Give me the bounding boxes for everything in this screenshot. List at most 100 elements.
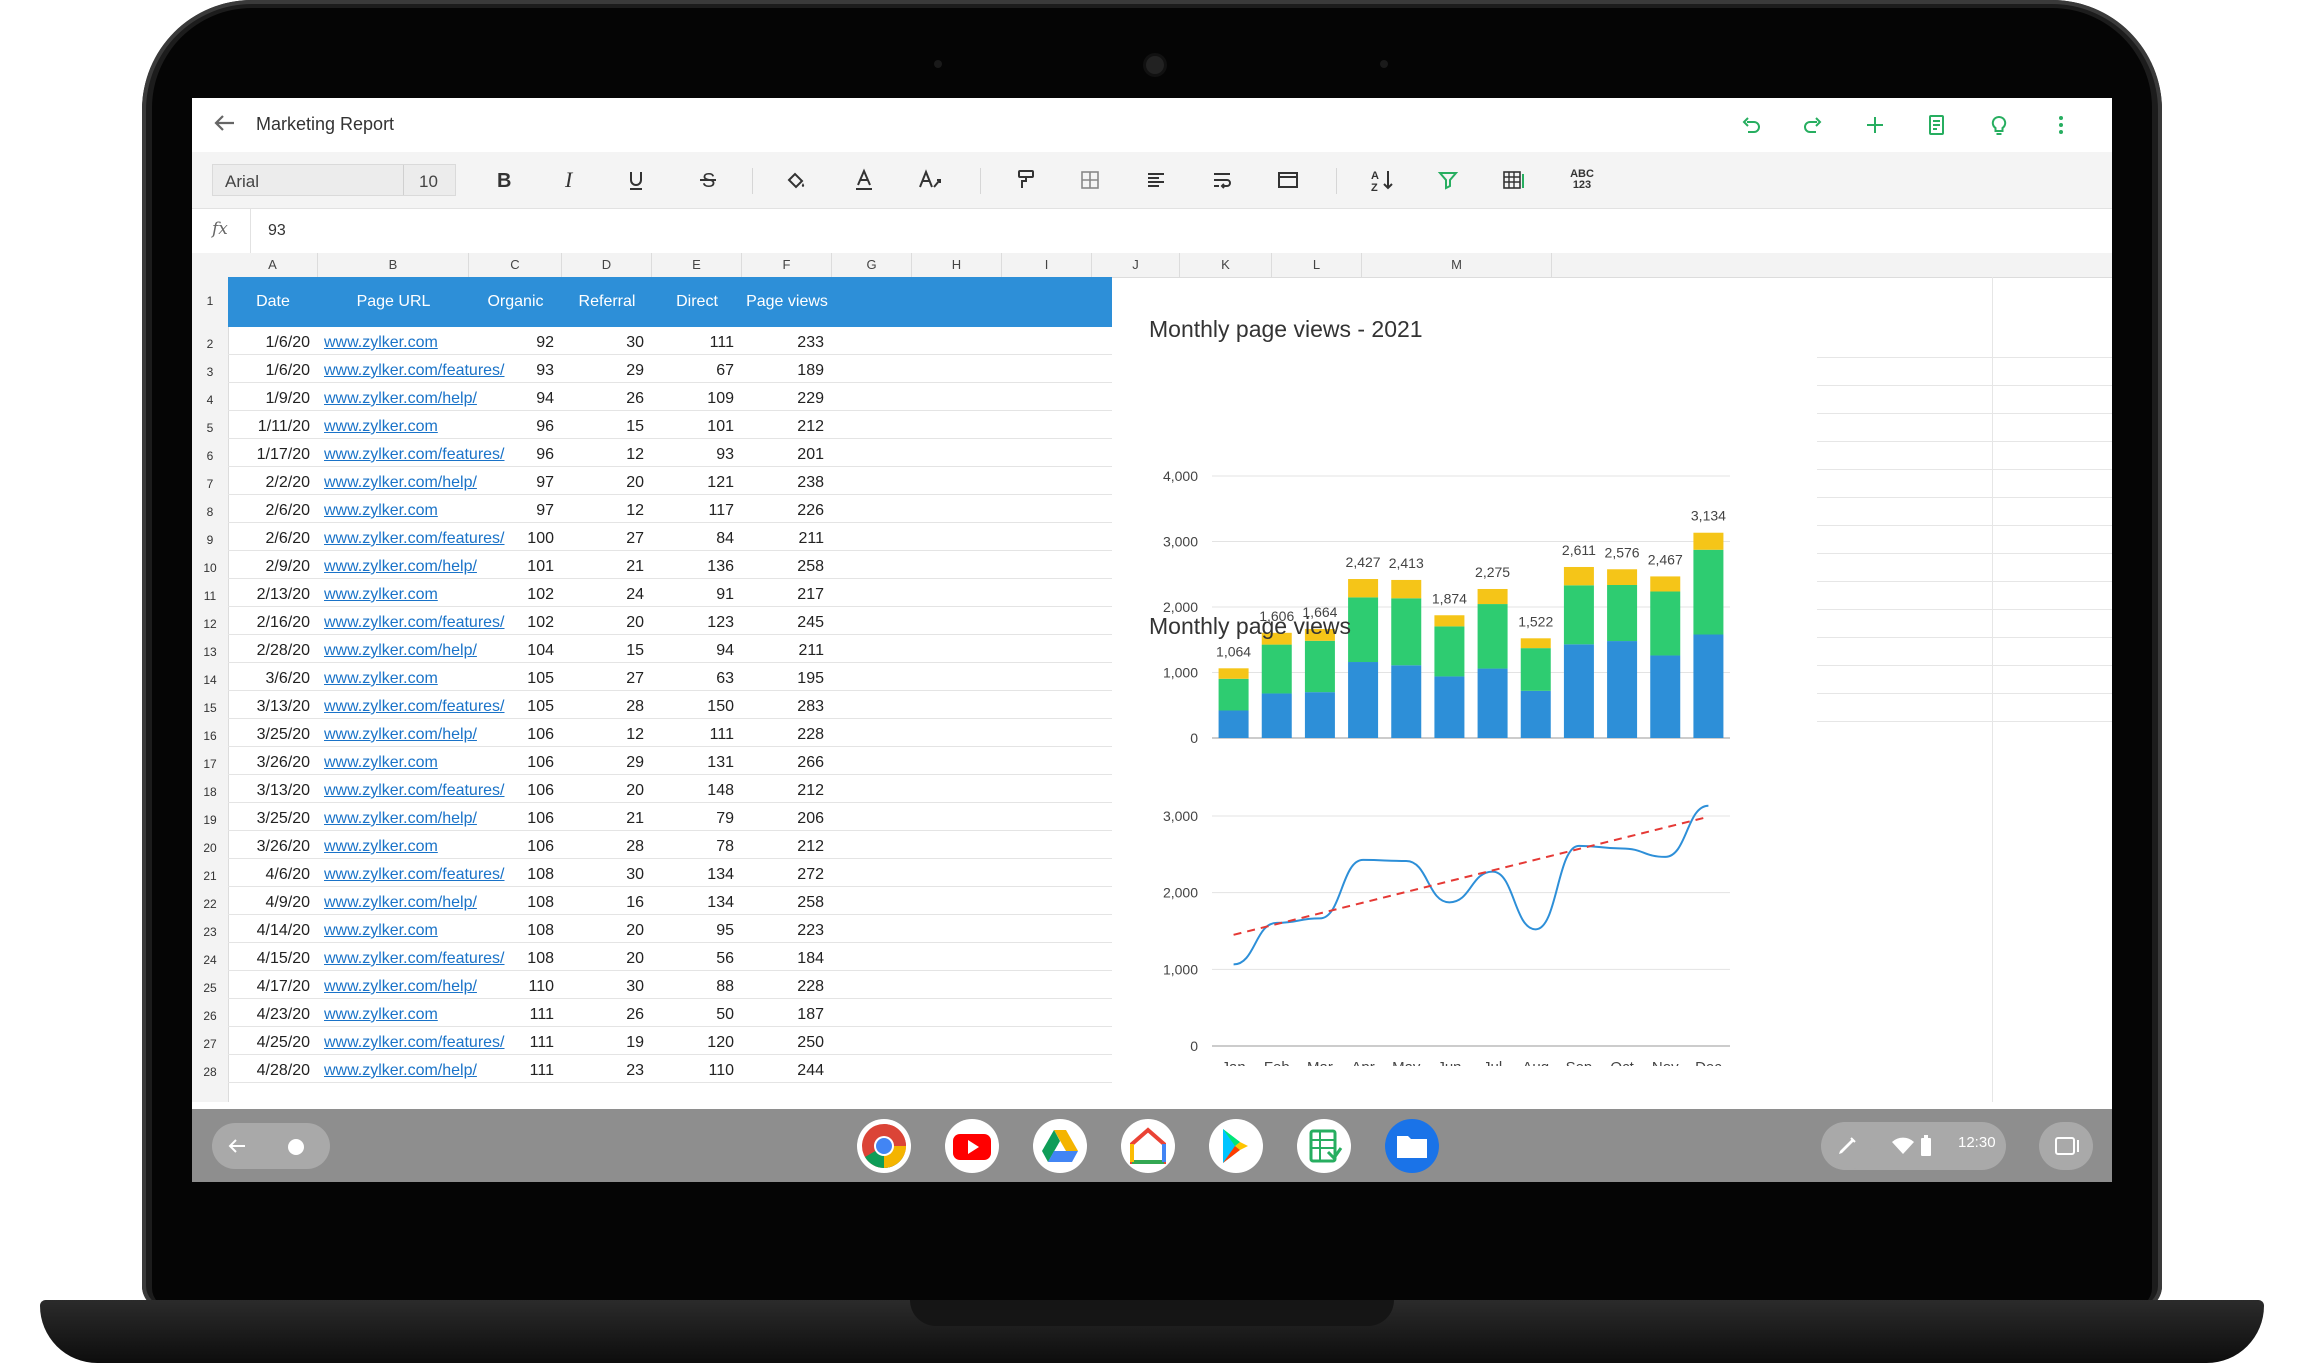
google-home-icon[interactable]	[1121, 1119, 1175, 1173]
table-row[interactable]: 1/17/20 www.zylker.com/features/96 12 93 201	[228, 439, 1112, 467]
table-cell[interactable]: 24	[626, 586, 644, 603]
shelf-back-icon[interactable]	[226, 1135, 248, 1157]
url-link[interactable]: www.zylker.com	[324, 922, 438, 939]
table-cell[interactable]: 78	[716, 838, 734, 855]
table-row[interactable]: 3/6/20 www.zylker.com 105 27 63 195	[228, 663, 1112, 691]
table-cell[interactable]: 211	[798, 530, 824, 547]
table-cell[interactable]: 106	[527, 810, 554, 827]
table-cell[interactable]: 134	[707, 866, 734, 883]
row-number[interactable]: 3	[206, 365, 214, 379]
bar-segment-referral[interactable]	[1520, 638, 1551, 649]
bar-segment-direct[interactable]	[1520, 648, 1551, 691]
bar-segment-organic[interactable]	[1391, 665, 1422, 738]
table-cell[interactable]: 12	[626, 446, 644, 463]
table-row[interactable]: 2/6/20 www.zylker.com 97 12 117 226	[228, 495, 1112, 523]
url-link[interactable]: www.zylker.com/features/	[324, 866, 505, 883]
table-icon[interactable]	[1494, 164, 1534, 196]
table-row[interactable]: 2/28/20 www.zylker.com/help/104 15 94 211	[228, 635, 1112, 663]
table-cell[interactable]: 21	[626, 558, 644, 575]
table-cell[interactable]: 3/13/20	[256, 698, 310, 715]
table-cell[interactable]: 217	[797, 586, 824, 603]
table-cell[interactable]: 206	[797, 810, 824, 827]
bar-segment-direct[interactable]	[1650, 591, 1681, 656]
table-cell[interactable]: 4/23/20	[256, 1006, 310, 1023]
bold-icon[interactable]: B	[484, 164, 524, 196]
url-link[interactable]: www.zylker.com/help/	[324, 726, 477, 743]
table-cell[interactable]: 79	[716, 810, 734, 827]
url-link[interactable]: www.zylker.com	[324, 670, 438, 687]
url-link[interactable]: www.zylker.com/features/	[324, 1034, 505, 1051]
strikethrough-icon[interactable]: S	[688, 164, 728, 196]
table-cell[interactable]: 228	[797, 726, 824, 743]
table-cell[interactable]: 56	[716, 950, 734, 967]
column-header-a[interactable]: A	[228, 253, 318, 277]
series-line[interactable]	[1233, 804, 1709, 966]
table-row[interactable]: 3/26/20 www.zylker.com 106 29 131 266	[228, 747, 1112, 775]
table-cell[interactable]: 26	[626, 390, 644, 407]
table-row[interactable]: 2/9/20 www.zylker.com/help/101 21 136 258	[228, 551, 1112, 579]
column-header-e[interactable]: E	[652, 253, 742, 277]
url-link[interactable]: www.zylker.com/features/	[324, 362, 505, 379]
header-cell[interactable]: Page URL	[356, 293, 431, 310]
table-cell[interactable]: 15	[626, 642, 644, 659]
table-cell[interactable]: 104	[527, 642, 554, 659]
row-number[interactable]: 1	[206, 294, 214, 308]
stacked-bar-chart[interactable]: 01,0002,0003,0004,0001,064Jan1,606Feb1,6…	[1132, 348, 1752, 748]
line-chart[interactable]: 0 1,000 2,000 3,000 Jan Feb Mar Apr May Jun Jul Aug…	[1132, 646, 1752, 1066]
play-store-icon[interactable]	[1209, 1119, 1263, 1173]
table-cell[interactable]: 272	[797, 866, 824, 883]
table-cell[interactable]: 111	[529, 1006, 554, 1023]
table-cell[interactable]: 2/6/20	[265, 530, 310, 547]
table-row[interactable]: 2/2/20 www.zylker.com/help/97 20 121 238	[228, 467, 1112, 495]
table-cell[interactable]: 109	[707, 390, 734, 407]
table-cell[interactable]: 92	[536, 334, 554, 351]
row-number[interactable]: 15	[203, 701, 217, 715]
table-cell[interactable]: 3/6/20	[265, 670, 310, 687]
table-row[interactable]: 4/28/20 www.zylker.com/help/111 23 110 244	[228, 1055, 1112, 1083]
url-link[interactable]: www.zylker.com	[324, 586, 438, 603]
column-header-l[interactable]: L	[1272, 253, 1362, 277]
bar-segment-organic[interactable]	[1650, 655, 1681, 738]
row-number[interactable]: 7	[206, 477, 214, 491]
table-cell[interactable]: 106	[527, 838, 554, 855]
bar-segment-direct[interactable]	[1348, 597, 1379, 663]
table-row[interactable]: 4/25/20 www.zylker.com/features/111 19 120 2…	[228, 1027, 1112, 1055]
table-row[interactable]: 2/16/20 www.zylker.com/features/102 20 123 2…	[228, 607, 1112, 635]
row-number[interactable]: 19	[203, 813, 217, 827]
bar-segment-direct[interactable]	[1304, 640, 1335, 693]
table-cell[interactable]: 245	[797, 614, 824, 631]
font-size[interactable]: 10	[419, 172, 438, 191]
table-cell[interactable]: 244	[797, 1062, 824, 1079]
table-row[interactable]: 3/25/20 www.zylker.com/help/106 21 79 206	[228, 803, 1112, 831]
table-cell[interactable]: 238	[797, 474, 824, 491]
youtube-icon[interactable]	[945, 1119, 999, 1173]
files-icon[interactable]	[1385, 1119, 1439, 1173]
bar-segment-organic[interactable]	[1477, 668, 1508, 738]
table-cell[interactable]: 2/6/20	[265, 502, 310, 519]
table-cell[interactable]: 108	[527, 922, 554, 939]
table-cell[interactable]: 67	[716, 362, 734, 379]
table-cell[interactable]: 23	[626, 1062, 644, 1079]
row-number[interactable]: 23	[203, 925, 217, 939]
table-cell[interactable]: 3/25/20	[256, 726, 310, 743]
table-cell[interactable]: 105	[527, 698, 554, 715]
table-cell[interactable]: 101	[707, 418, 734, 435]
bar-segment-referral[interactable]	[1563, 566, 1594, 586]
table-cell[interactable]: 4/14/20	[256, 922, 310, 939]
table-cell[interactable]: 28	[626, 698, 644, 715]
table-cell[interactable]: 1/9/20	[265, 390, 310, 407]
row-number[interactable]: 24	[203, 953, 217, 967]
url-link[interactable]: www.zylker.com/features/	[324, 698, 505, 715]
row-number[interactable]: 13	[203, 645, 217, 659]
header-cell[interactable]: Organic	[487, 293, 544, 310]
row-number[interactable]: 20	[203, 841, 217, 855]
table-cell[interactable]: 212	[797, 838, 824, 855]
header-cell[interactable]: Direct	[676, 293, 718, 310]
table-cell[interactable]: 201	[797, 446, 824, 463]
table-cell[interactable]: 27	[626, 670, 644, 687]
table-cell[interactable]: 12	[626, 726, 644, 743]
table-cell[interactable]: 2/9/20	[265, 558, 310, 575]
table-cell[interactable]: 266	[797, 754, 824, 771]
table-cell[interactable]: 26	[626, 1006, 644, 1023]
